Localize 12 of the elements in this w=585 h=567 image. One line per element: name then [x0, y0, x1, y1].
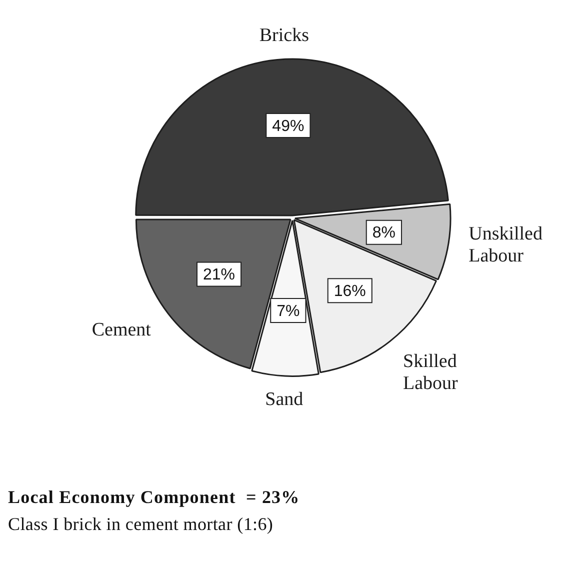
data-label: 7%	[276, 302, 300, 320]
slice-label: Skilled Labour	[403, 350, 459, 394]
slice-label: Unskilled Labour	[468, 224, 543, 267]
slice-label: Sand	[265, 389, 304, 410]
text: Class I brick in cement mortar (1:6)	[8, 513, 274, 536]
text: Local Economy Component = 23%	[8, 486, 301, 509]
slice-label: Cement	[92, 319, 152, 340]
data-label: 8%	[372, 224, 396, 242]
slice-label: Bricks	[259, 24, 309, 46]
data-label: 16%	[334, 283, 366, 300]
data-label: 49%	[272, 118, 304, 135]
data-label: 21%	[202, 266, 236, 284]
